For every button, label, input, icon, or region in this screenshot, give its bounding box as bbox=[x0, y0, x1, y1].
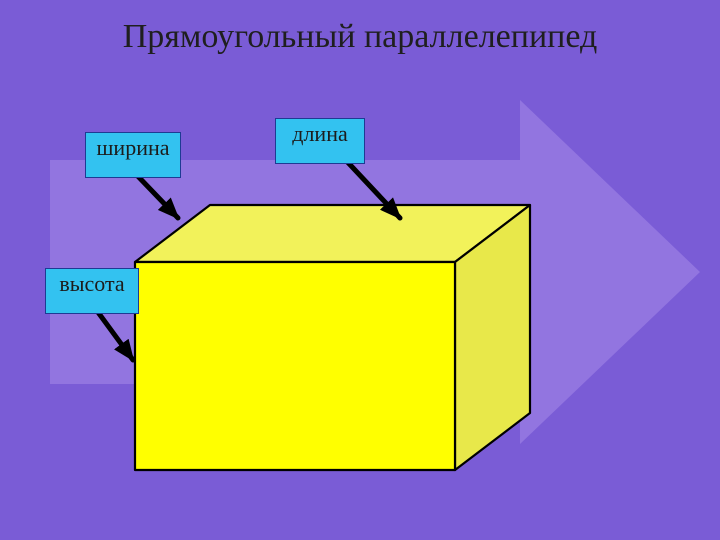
page-title: Прямоугольный параллелепипед bbox=[0, 18, 720, 56]
label-width: ширина bbox=[85, 132, 181, 178]
label-length: длина bbox=[275, 118, 365, 164]
cuboid-front-face bbox=[135, 262, 455, 470]
cuboid bbox=[135, 205, 530, 470]
label-height: высота bbox=[45, 268, 139, 314]
